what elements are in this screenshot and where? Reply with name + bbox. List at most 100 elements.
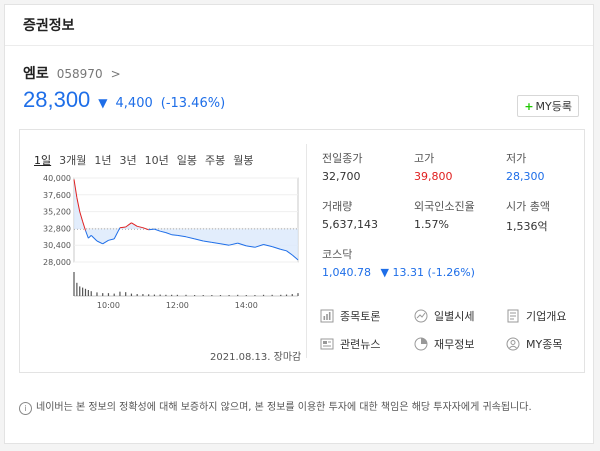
volume-bar [84,288,87,296]
link-label: 관련뉴스 [340,338,381,351]
volume-bar [176,294,178,296]
price-line-segment [171,234,178,236]
link-company-overview[interactable]: 기업개요 [506,308,566,324]
stock-name-bar[interactable]: 엠로 058970 > [23,63,121,83]
disclaimer-text: 네이버는 본 정보의 정확성에 대해 보증하지 않으며, 본 정보를 이용한 투… [36,402,532,413]
volume-bar [136,294,138,296]
link-label: MY종목 [526,338,563,351]
x-tick-label: 10:00 [97,301,120,310]
tab-10y[interactable]: 10년 [144,154,169,167]
kosdaq-change: 13.31 (-1.26%) [392,266,475,279]
stock-name[interactable]: 엠로 [23,66,49,82]
x-tick-label: 12:00 [166,301,189,310]
price-area-fill [74,179,298,260]
volume-bar [291,294,293,296]
volume-bar [211,295,213,296]
price-line-segment [142,227,149,231]
down-arrow-icon: ▼ [98,96,108,110]
volume-bar [76,282,78,296]
price-line-segment [220,243,230,246]
volume-bar [96,292,98,296]
user-icon [506,337,520,351]
stat-label: 코스닥 [322,248,353,261]
stat-value: 1,536억 [506,220,548,233]
price-line-segment [271,246,281,250]
volume-bar [153,294,156,296]
link-stock-discussion[interactable]: 종목토론 [320,308,380,324]
price-line-segment [88,235,92,239]
volume-bar [285,294,288,296]
y-tick-label: 28,000 [43,258,71,267]
tab-1y[interactable]: 1년 [94,154,112,167]
stat-label: 저가 [506,152,527,165]
link-label: 기업개요 [526,310,567,323]
price-change-percent: (-13.46%) [160,96,226,111]
price-line-segment [90,235,98,242]
tab-3y[interactable]: 3년 [119,154,137,167]
price-line-segment [82,221,86,231]
volume-bar [202,295,204,296]
price-line-segment [228,242,238,246]
stat-label: 시가 총액 [506,200,550,213]
volume-bar [185,294,187,296]
stat-value: 5,637,143 [322,218,378,231]
stat-value: 39,800 [414,170,453,183]
card-header: 증권정보 [5,5,593,46]
volume-bar [73,272,75,296]
volume-bar [280,294,282,296]
tab-daily[interactable]: 일봉 [176,154,197,167]
link-daily-price[interactable]: 일별시세 [414,308,474,324]
price-line-segment [165,232,172,236]
volume-bar [297,293,299,296]
volume-bar [262,294,265,296]
volume-bar [171,294,173,296]
disclaimer: i 네이버는 본 정보의 정확성에 대해 보증하지 않으며, 본 정보를 이용한… [19,401,579,415]
price-change-value: 4,400 [115,96,153,111]
price-line-segment [211,241,221,245]
price-line-segment [131,222,138,227]
info-icon: i [19,402,32,415]
tab-1d[interactable]: 1일 [34,154,52,167]
volume-bar [119,291,121,296]
price-line-segment [203,240,212,243]
volume-bar [219,295,222,296]
volume-bar [254,295,256,296]
price-line-segment [73,179,78,198]
volume-bar [79,286,81,296]
price-line-segment [280,248,287,252]
price-line-segment [76,197,81,212]
volume-bar [107,293,110,296]
price-line-segment [160,230,167,234]
volume-bar [194,295,196,296]
plus-icon: + [524,99,534,113]
price-line-segment [102,239,109,245]
stat-market-cap: 시가 총액 1,536억 [506,198,596,234]
volume-bar [142,294,144,296]
stock-code: 058970 [56,67,103,81]
stat-label: 거래량 [322,200,353,213]
kosdaq-value: 1,040.78 [322,266,371,279]
price-line-segment [125,222,132,228]
intraday-price-chart[interactable]: 40,000 37,600 35,200 32,800 30,400 28,000 10:0… [30,172,302,334]
news-icon [320,338,334,350]
volume-bar [237,294,239,296]
price-bar: 28,300 ▼ 4,400 (-13.46%) [23,87,225,113]
volume-bar [271,294,273,296]
tab-weekly[interactable]: 주봉 [205,154,226,167]
link-related-news[interactable]: 관련뉴스 [320,336,380,352]
link-label: 종목토론 [340,310,381,323]
link-label: 재무정보 [434,338,475,351]
volume-bar [82,287,84,296]
x-tick-label: 14:00 [235,301,258,310]
price-line-segment [154,228,161,232]
link-financial-info[interactable]: 재무정보 [414,336,474,352]
stat-volume: 거래량 5,637,143 [322,198,412,231]
stat-label: 전일종가 [322,152,363,165]
my-register-button[interactable]: + MY등록 [517,95,579,117]
volume-bar [148,294,150,296]
tab-monthly[interactable]: 월봉 [233,154,254,167]
tab-3m[interactable]: 3개월 [59,154,87,167]
price-line-segment [246,245,256,248]
chevron-right-icon[interactable]: > [110,67,121,81]
link-my-stocks[interactable]: MY종목 [506,336,562,352]
